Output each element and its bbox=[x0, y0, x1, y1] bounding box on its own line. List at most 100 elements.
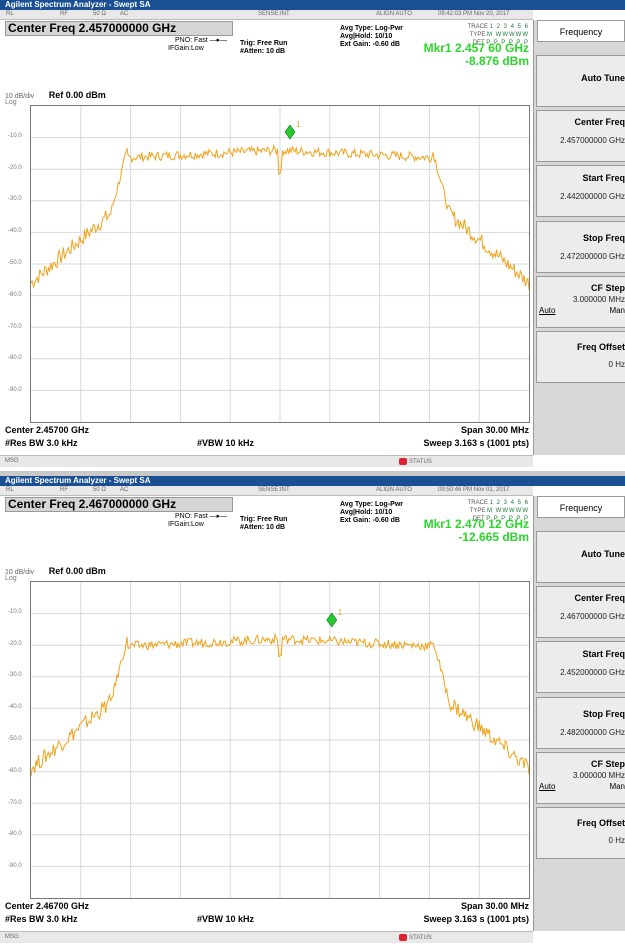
stop-freq-label: Stop Freq bbox=[583, 709, 625, 719]
softkey-freq-offset[interactable]: Freq Offset 0 Hz bbox=[536, 331, 625, 383]
ac-label: AC bbox=[120, 487, 129, 493]
ac-label: AC bbox=[120, 11, 129, 17]
spectrum-svg: 1 bbox=[31, 582, 529, 898]
spectrum-trace bbox=[31, 144, 529, 290]
db-per-div: 10 dB/div bbox=[5, 93, 35, 100]
cf-step-label: CF Step bbox=[590, 759, 625, 769]
log-label: Log bbox=[5, 99, 17, 106]
softkey-stop-freq[interactable]: Stop Freq 2.482000000 GHz bbox=[536, 697, 625, 749]
trig-label: Trig: Free Run bbox=[240, 516, 288, 523]
pno-label: PNO: Fast —▸— bbox=[175, 37, 227, 45]
softkey-start-freq[interactable]: Start Freq 2.442000000 GHz bbox=[536, 165, 625, 217]
center-freq-label: Center Freq bbox=[574, 117, 625, 127]
cf-step-label: CF Step bbox=[590, 283, 625, 293]
center-freq-label: Center Freq bbox=[574, 593, 625, 603]
stop-freq-value: 2.482000000 GHz bbox=[560, 728, 625, 737]
window-title: Agilent Spectrum Analyzer - Swept SA bbox=[0, 0, 625, 10]
avg-type: Avg Type: Log-Pwr bbox=[340, 501, 403, 508]
softkey-auto-tune[interactable]: Auto Tune bbox=[536, 531, 625, 583]
y-tick-label: -60.0 bbox=[8, 291, 22, 298]
msg-label: MSG bbox=[5, 458, 19, 464]
softkey-auto-tune[interactable]: Auto Tune bbox=[536, 55, 625, 107]
sense-label: SENSE:INT bbox=[258, 11, 290, 17]
spectrum-plot[interactable]: 1 bbox=[30, 105, 530, 423]
center-freq-value: 2.467000000 GHz bbox=[560, 612, 625, 621]
marker-freq: Mkr1 2.457 60 GHz bbox=[423, 41, 529, 55]
timestamp: 09:50:46 PM Nov 01, 2017 bbox=[438, 487, 510, 493]
avg-hold: Avg|Hold: 10/10 bbox=[340, 509, 393, 516]
log-label: Log bbox=[5, 575, 17, 582]
auto-tune-label: Auto Tune bbox=[581, 73, 625, 83]
trace-legend: TRACE 1 2 3 4 5 6 TYPE M WWWWW DET P P P… bbox=[468, 23, 529, 47]
det-row: DET P P P P P P bbox=[472, 40, 529, 46]
cf-step-auto[interactable]: Auto bbox=[539, 306, 556, 315]
menu-title-frequency: Frequency bbox=[537, 496, 625, 518]
message-bar: MSG STATUS bbox=[0, 455, 533, 467]
center-freq-box[interactable]: Center Freq 2.457000000 GHz bbox=[5, 21, 233, 36]
atten-label: #Atten: 10 dB bbox=[240, 48, 286, 55]
rl-label: RL bbox=[6, 487, 14, 493]
ref-level: Ref 0.00 dBm bbox=[48, 90, 106, 100]
y-tick-label: -90.0 bbox=[8, 387, 22, 394]
sweep-label: Sweep 3.163 s (1001 pts) bbox=[423, 914, 529, 924]
softkey-cf-step[interactable]: CF Step 3.000000 MHz Auto Man bbox=[536, 752, 625, 804]
freq-offset-value: 0 Hz bbox=[608, 836, 625, 845]
impedance-label: 50 Ω bbox=[93, 487, 106, 493]
ref-row: 10 dB/div Ref 0.00 dBm bbox=[5, 566, 106, 576]
freq-offset-label: Freq Offset bbox=[576, 818, 625, 828]
status-bar-top: RL RF 50 Ω AC SENSE:INT ALIGN AUTO 09:50… bbox=[0, 486, 533, 496]
softkey-freq-offset[interactable]: Freq Offset 0 Hz bbox=[536, 807, 625, 859]
softkey-stop-freq[interactable]: Stop Freq 2.472000000 GHz bbox=[536, 221, 625, 273]
sense-label: SENSE:INT bbox=[258, 487, 290, 493]
spectrum-plot[interactable]: 1 bbox=[30, 581, 530, 899]
softkey-center-freq[interactable]: Center Freq 2.467000000 GHz bbox=[536, 586, 625, 638]
y-tick-label: -10.0 bbox=[8, 132, 22, 139]
trace-legend: TRACE 1 2 3 4 5 6 TYPE M WWWWW DET P P P… bbox=[468, 499, 529, 523]
status-indicator[interactable]: STATUS bbox=[399, 934, 432, 941]
stop-freq-label: Stop Freq bbox=[583, 233, 625, 243]
y-tick-label: -20.0 bbox=[8, 164, 22, 171]
analyzer-panel-top: Agilent Spectrum Analyzer - Swept SA RL … bbox=[0, 0, 625, 471]
ext-gain: Ext Gain: -0.60 dB bbox=[340, 517, 400, 524]
rf-label: RF bbox=[60, 487, 68, 493]
db-per-div: 10 dB/div bbox=[5, 569, 35, 576]
cf-step-auto[interactable]: Auto bbox=[539, 782, 556, 791]
cf-step-man[interactable]: Man bbox=[609, 306, 625, 315]
softkey-start-freq[interactable]: Start Freq 2.452000000 GHz bbox=[536, 641, 625, 693]
start-freq-value: 2.452000000 GHz bbox=[560, 668, 625, 677]
y-tick-label: -90.0 bbox=[8, 863, 22, 870]
y-tick-label: -70.0 bbox=[8, 799, 22, 806]
type-row: TYPE M WWWWW bbox=[469, 32, 529, 38]
atten-label: #Atten: 10 dB bbox=[240, 524, 286, 531]
spectrum-svg: 1 bbox=[31, 106, 529, 422]
status-indicator[interactable]: STATUS bbox=[399, 458, 432, 465]
rf-label: RF bbox=[60, 11, 68, 17]
pno-label: PNO: Fast —▸— bbox=[175, 513, 227, 521]
ref-row: 10 dB/div Ref 0.00 dBm bbox=[5, 90, 106, 100]
menu-title-frequency: Frequency bbox=[537, 20, 625, 42]
y-tick-label: -50.0 bbox=[8, 736, 22, 742]
vbw-label: #VBW 10 kHz bbox=[197, 914, 255, 924]
spectrum-trace bbox=[31, 632, 529, 777]
center-freq-box[interactable]: Center Freq 2.467000000 GHz bbox=[5, 497, 233, 512]
cf-step-value: 3.000000 MHz bbox=[572, 771, 625, 780]
span-label: Span 30.00 MHz bbox=[460, 425, 529, 435]
freq-offset-label: Freq Offset bbox=[576, 342, 625, 352]
pno-text: PNO: Fast bbox=[175, 513, 208, 520]
marker-1-icon[interactable] bbox=[284, 124, 296, 140]
analyzer-panel-bottom: Agilent Spectrum Analyzer - Swept SA RL … bbox=[0, 476, 625, 947]
start-freq-label: Start Freq bbox=[582, 173, 625, 183]
avg-hold: Avg|Hold: 10/10 bbox=[340, 33, 393, 40]
cf-step-man[interactable]: Man bbox=[609, 782, 625, 791]
status-bar-top: RL RF 50 Ω AC SENSE:INT ALIGN AUTO 09:42… bbox=[0, 10, 533, 20]
center-label: Center 2.46700 GHz bbox=[5, 901, 90, 911]
ifgain-label: IFGain:Low bbox=[168, 45, 204, 52]
y-tick-label: -40.0 bbox=[8, 228, 22, 235]
marker-1-icon[interactable] bbox=[326, 612, 338, 628]
align-label: ALIGN AUTO bbox=[376, 11, 412, 17]
message-bar: MSG STATUS bbox=[0, 931, 533, 943]
softkey-center-freq[interactable]: Center Freq 2.457000000 GHz bbox=[536, 110, 625, 162]
softkey-cf-step[interactable]: CF Step 3.000000 MHz Auto Man bbox=[536, 276, 625, 328]
softkey-panel: Auto Tune Center Freq 2.467000000 GHz St… bbox=[533, 496, 625, 931]
freq-offset-value: 0 Hz bbox=[608, 360, 625, 369]
